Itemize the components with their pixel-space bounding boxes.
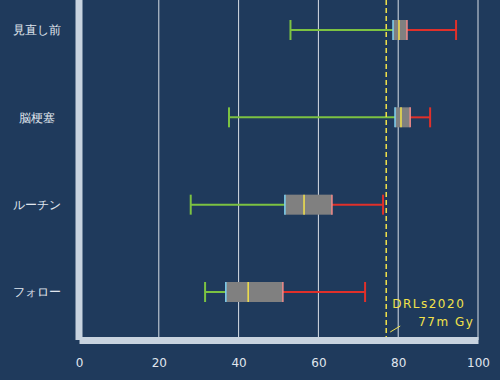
upper-whisker: [407, 29, 456, 31]
q1-edge: [225, 282, 227, 302]
x-tick-label: 100: [467, 356, 490, 370]
x-tick-label: 40: [231, 356, 246, 370]
q3-edge: [409, 107, 411, 127]
annotation-label: 77m Gy: [418, 315, 474, 329]
lower-cap: [204, 282, 206, 302]
x-tick: 40: [231, 340, 246, 370]
chart: DRLs2020 77m Gy 0 20 40 60 80 100 見直し前脳梗塞ルーチンフォロ…: [0, 0, 500, 380]
x-axis: 0 20 40 60 80 100: [76, 340, 490, 370]
q1-edge: [394, 107, 396, 127]
y-tick: フォロー: [13, 285, 79, 299]
y-axis: 見直し前脳梗塞ルーチンフォロー: [13, 0, 79, 340]
lower-cap: [289, 20, 291, 40]
category-label: 見直し前: [13, 23, 61, 37]
x-axis-line: [80, 337, 479, 344]
box: [226, 282, 283, 302]
y-tick: ルーチン: [13, 198, 79, 212]
upper-cap: [382, 195, 384, 215]
x-tick-label: 60: [311, 356, 326, 370]
x-tick: 0: [76, 340, 84, 370]
grid-line: [79, 0, 80, 340]
upper-cap: [455, 20, 457, 40]
x-tick-label: 0: [76, 356, 84, 370]
grid-line: [398, 0, 399, 340]
upper-whisker: [283, 291, 365, 293]
box-plot: [290, 20, 456, 40]
lower-cap: [228, 107, 230, 127]
box: [285, 195, 332, 215]
lower-whisker: [290, 29, 393, 31]
x-tick: 100: [467, 340, 490, 370]
median: [400, 107, 402, 127]
x-tick-label: 20: [152, 356, 167, 370]
category-label: ルーチン: [13, 198, 61, 212]
category-label: フォロー: [13, 285, 61, 299]
box-plot: [229, 107, 430, 127]
median: [247, 282, 249, 302]
grid-line: [318, 0, 319, 340]
background: [0, 0, 500, 380]
boxes: [191, 20, 456, 302]
median: [303, 195, 305, 215]
x-tick: 20: [152, 340, 167, 370]
lower-whisker: [191, 204, 285, 206]
y-tick: 脳梗塞: [19, 111, 79, 125]
grid: [79, 0, 478, 340]
q1-edge: [392, 20, 394, 40]
category-label: 脳梗塞: [19, 111, 55, 125]
lower-whisker: [229, 116, 395, 118]
median: [398, 20, 400, 40]
box-plot: [191, 195, 383, 215]
y-tick: 見直し前: [13, 23, 79, 37]
grid-line: [478, 0, 479, 340]
upper-cap: [429, 107, 431, 127]
q3-edge: [282, 282, 284, 302]
reference-line: [385, 0, 387, 340]
upper-whisker: [332, 204, 383, 206]
x-tick: 80: [391, 340, 406, 370]
lower-cap: [190, 195, 192, 215]
annotation-title: DRLs2020: [392, 297, 465, 311]
upper-cap: [364, 282, 366, 302]
y-axis-line: [76, 0, 83, 340]
q1-edge: [284, 195, 286, 215]
q3-edge: [331, 195, 333, 215]
upper-whisker: [410, 116, 430, 118]
box: [395, 107, 410, 127]
x-tick-label: 80: [391, 356, 406, 370]
box: [393, 20, 407, 40]
x-tick: 60: [311, 340, 326, 370]
q3-edge: [406, 20, 408, 40]
leader-line: [390, 326, 400, 332]
box-plot: [205, 282, 365, 302]
grid-line: [158, 0, 159, 340]
lower-whisker: [205, 291, 226, 293]
